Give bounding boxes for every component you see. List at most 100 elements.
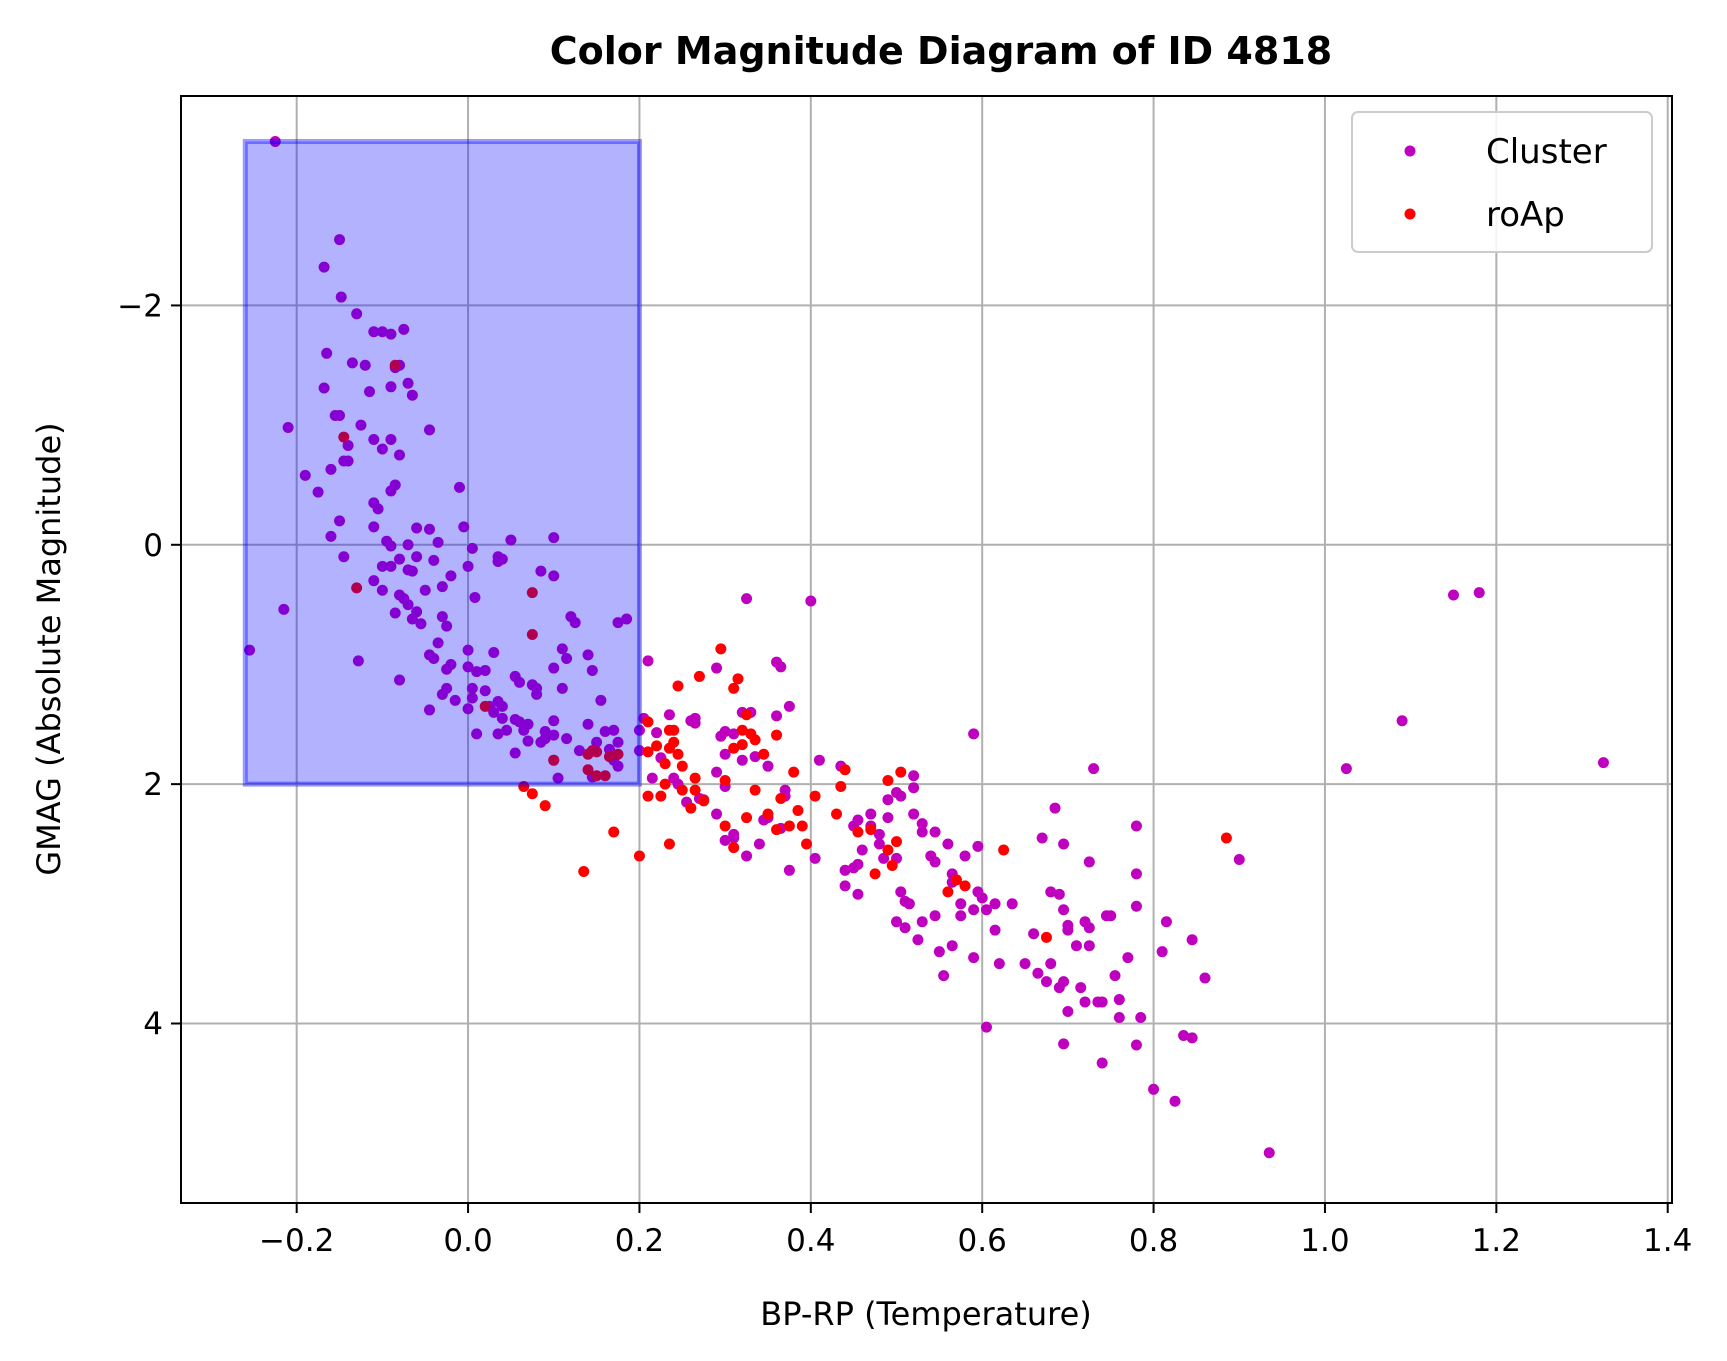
- cluster-point: [466, 682, 478, 694]
- cluster-point: [646, 772, 658, 784]
- cluster-point: [1088, 763, 1100, 775]
- cluster-point: [1130, 820, 1142, 832]
- cluster-point: [1156, 946, 1168, 958]
- cluster-point: [346, 357, 358, 369]
- cluster-point: [419, 584, 431, 596]
- cluster-point: [929, 826, 941, 838]
- roap-point: [771, 729, 783, 741]
- cluster-point: [1006, 898, 1018, 910]
- cluster-point: [771, 710, 783, 722]
- cluster-point: [1028, 928, 1040, 940]
- cluster-point: [719, 725, 731, 737]
- cluster-point: [299, 469, 311, 481]
- cluster-point: [711, 662, 723, 674]
- cluster-point: [972, 840, 984, 852]
- roap-point: [659, 778, 671, 790]
- cluster-point: [436, 611, 448, 623]
- cluster-point: [424, 424, 435, 436]
- cluster-point: [608, 724, 620, 736]
- cluster-point: [548, 662, 560, 674]
- cluster-point: [334, 234, 346, 246]
- cluster-point: [539, 733, 551, 745]
- cluster-point: [1340, 763, 1352, 775]
- x-tick-label: 1.4: [1643, 1223, 1692, 1259]
- cluster-point: [1473, 587, 1485, 599]
- cluster-point: [1263, 1147, 1275, 1159]
- cluster-point: [1058, 904, 1070, 916]
- cluster-point: [633, 724, 645, 736]
- cluster-point: [852, 888, 864, 900]
- cluster-point: [436, 581, 448, 593]
- roap-point: [801, 838, 813, 850]
- roap-point: [796, 820, 808, 832]
- cluster-point: [908, 808, 920, 820]
- x-tick-label: 0.6: [958, 1223, 1007, 1259]
- cluster-point: [813, 754, 825, 766]
- cluster-point: [685, 715, 697, 727]
- roap-point: [775, 792, 787, 804]
- cluster-point: [1062, 924, 1074, 936]
- roap-point: [672, 680, 684, 692]
- roap-point: [698, 795, 710, 807]
- roap-point: [693, 670, 705, 682]
- roap-point: [741, 709, 753, 721]
- roap-point: [749, 734, 761, 746]
- cluster-point: [856, 844, 868, 856]
- legend-box: [1351, 111, 1653, 253]
- cluster-point: [1186, 1032, 1198, 1044]
- roap-point: [689, 772, 701, 784]
- cluster-point: [1079, 996, 1091, 1008]
- cluster-point: [479, 664, 491, 676]
- y-tick-label: 4: [143, 1006, 163, 1042]
- cluster-point: [1122, 952, 1134, 964]
- cluster-point: [891, 916, 903, 928]
- cluster-point: [711, 808, 723, 820]
- roap-point: [603, 751, 615, 763]
- roap-point: [749, 784, 761, 796]
- cluster-point: [569, 617, 581, 629]
- cluster-point: [711, 766, 723, 778]
- cluster-point: [518, 724, 530, 736]
- roap-point: [655, 790, 667, 802]
- cluster-point: [809, 852, 821, 864]
- cluster-point: [368, 326, 380, 338]
- roap-point: [479, 700, 491, 712]
- roap-point: [685, 802, 697, 814]
- roap-point: [659, 758, 671, 770]
- cluster-point: [385, 328, 397, 340]
- cluster-point: [462, 644, 474, 656]
- series-roap: [338, 359, 1232, 943]
- cluster-point: [586, 664, 598, 676]
- cluster-point: [441, 620, 453, 632]
- cluster-point: [1447, 589, 1459, 601]
- legend-marker-roap: [1404, 208, 1416, 220]
- scatter-points: [244, 135, 1609, 1159]
- cluster-point: [458, 521, 470, 533]
- cluster-point: [762, 760, 774, 772]
- cluster-point: [1083, 940, 1095, 952]
- cluster-point: [595, 694, 607, 706]
- roap-point: [869, 868, 881, 880]
- cluster-point: [411, 522, 423, 534]
- cluster-point: [368, 575, 380, 587]
- roap-point: [728, 682, 740, 694]
- cluster-point: [471, 666, 483, 678]
- cluster-point: [432, 637, 444, 649]
- cluster-point: [873, 838, 885, 850]
- cluster-point: [1053, 982, 1065, 994]
- cluster-point: [1083, 856, 1095, 868]
- roap-point: [1220, 832, 1232, 844]
- cluster-point: [318, 261, 330, 273]
- cluster-point: [1058, 1038, 1070, 1050]
- cluster-point: [1070, 940, 1082, 952]
- cluster-point: [466, 542, 478, 554]
- cluster-point: [385, 381, 397, 393]
- cluster-point: [783, 864, 795, 876]
- cluster-point: [1178, 1029, 1190, 1041]
- roap-point: [741, 812, 753, 824]
- roap-point: [736, 724, 748, 736]
- y-tick-label: −2: [117, 288, 163, 324]
- roap-point: [642, 716, 654, 728]
- cluster-point: [338, 551, 350, 563]
- cluster-point: [989, 898, 1001, 910]
